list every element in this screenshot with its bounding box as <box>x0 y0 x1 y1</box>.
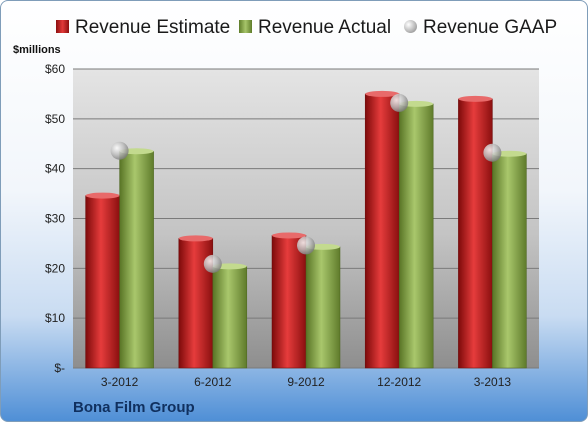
bar-estimate-cap <box>365 90 400 97</box>
bar-estimate <box>85 195 120 369</box>
y-tick-label: $50 <box>45 112 65 126</box>
bar-estimate <box>458 98 493 369</box>
bar-estimate-cap <box>272 232 306 239</box>
gaap-point <box>483 143 502 162</box>
legend-label-actual: Revenue Actual <box>258 17 392 38</box>
y-axis-units-label: $millions <box>13 44 61 56</box>
bar-actual <box>398 103 434 369</box>
x-tick-label: 6-2012 <box>194 375 232 389</box>
bar-actual <box>212 266 248 369</box>
legend-swatch-actual <box>239 20 252 33</box>
legend-item-estimate: Revenue Estimate <box>56 17 230 39</box>
bars <box>85 90 527 369</box>
axis-ticks: $- $10 $20 $30 $40 $50 $60 3-2012 6-2012 9-2012 12… <box>45 62 511 389</box>
gaap-point <box>390 93 409 112</box>
bar-estimate <box>271 235 307 369</box>
gaap-point <box>203 254 222 273</box>
y-tick-label: $20 <box>45 261 65 275</box>
x-tick-label: 9-2012 <box>287 375 325 389</box>
legend-item-gaap: Revenue GAAP <box>404 17 557 39</box>
legend-item-actual: Revenue Actual <box>239 17 391 39</box>
bar-estimate-cap <box>458 95 493 102</box>
gaap-point <box>110 141 129 160</box>
company-name: Bona Film Group <box>73 399 195 416</box>
bar-estimate <box>364 93 400 369</box>
y-tick-label: $30 <box>45 212 65 226</box>
y-tick-label: $- <box>54 361 65 375</box>
x-tick-label: 3-2013 <box>474 375 512 389</box>
x-tick-label: 3-2012 <box>101 375 139 389</box>
y-tick-label: $40 <box>45 162 65 176</box>
bar-estimate-cap <box>85 192 120 199</box>
bar-actual <box>119 150 154 369</box>
x-tick-label: 12-2012 <box>377 375 421 389</box>
legend-swatch-gaap <box>404 20 417 33</box>
legend-label-estimate: Revenue Estimate <box>75 17 231 38</box>
legend-swatch-estimate <box>56 20 69 33</box>
gaap-point <box>297 236 315 255</box>
bar-actual <box>492 153 527 369</box>
bar-estimate-cap <box>178 235 213 242</box>
y-tick-label: $10 <box>45 311 65 325</box>
legend: Revenue Estimate Revenue Actual Revenue … <box>1 17 587 41</box>
legend-label-gaap: Revenue GAAP <box>423 17 558 38</box>
y-tick-label: $60 <box>45 62 65 76</box>
gaap-points <box>110 93 502 273</box>
bar-actual <box>305 246 341 369</box>
